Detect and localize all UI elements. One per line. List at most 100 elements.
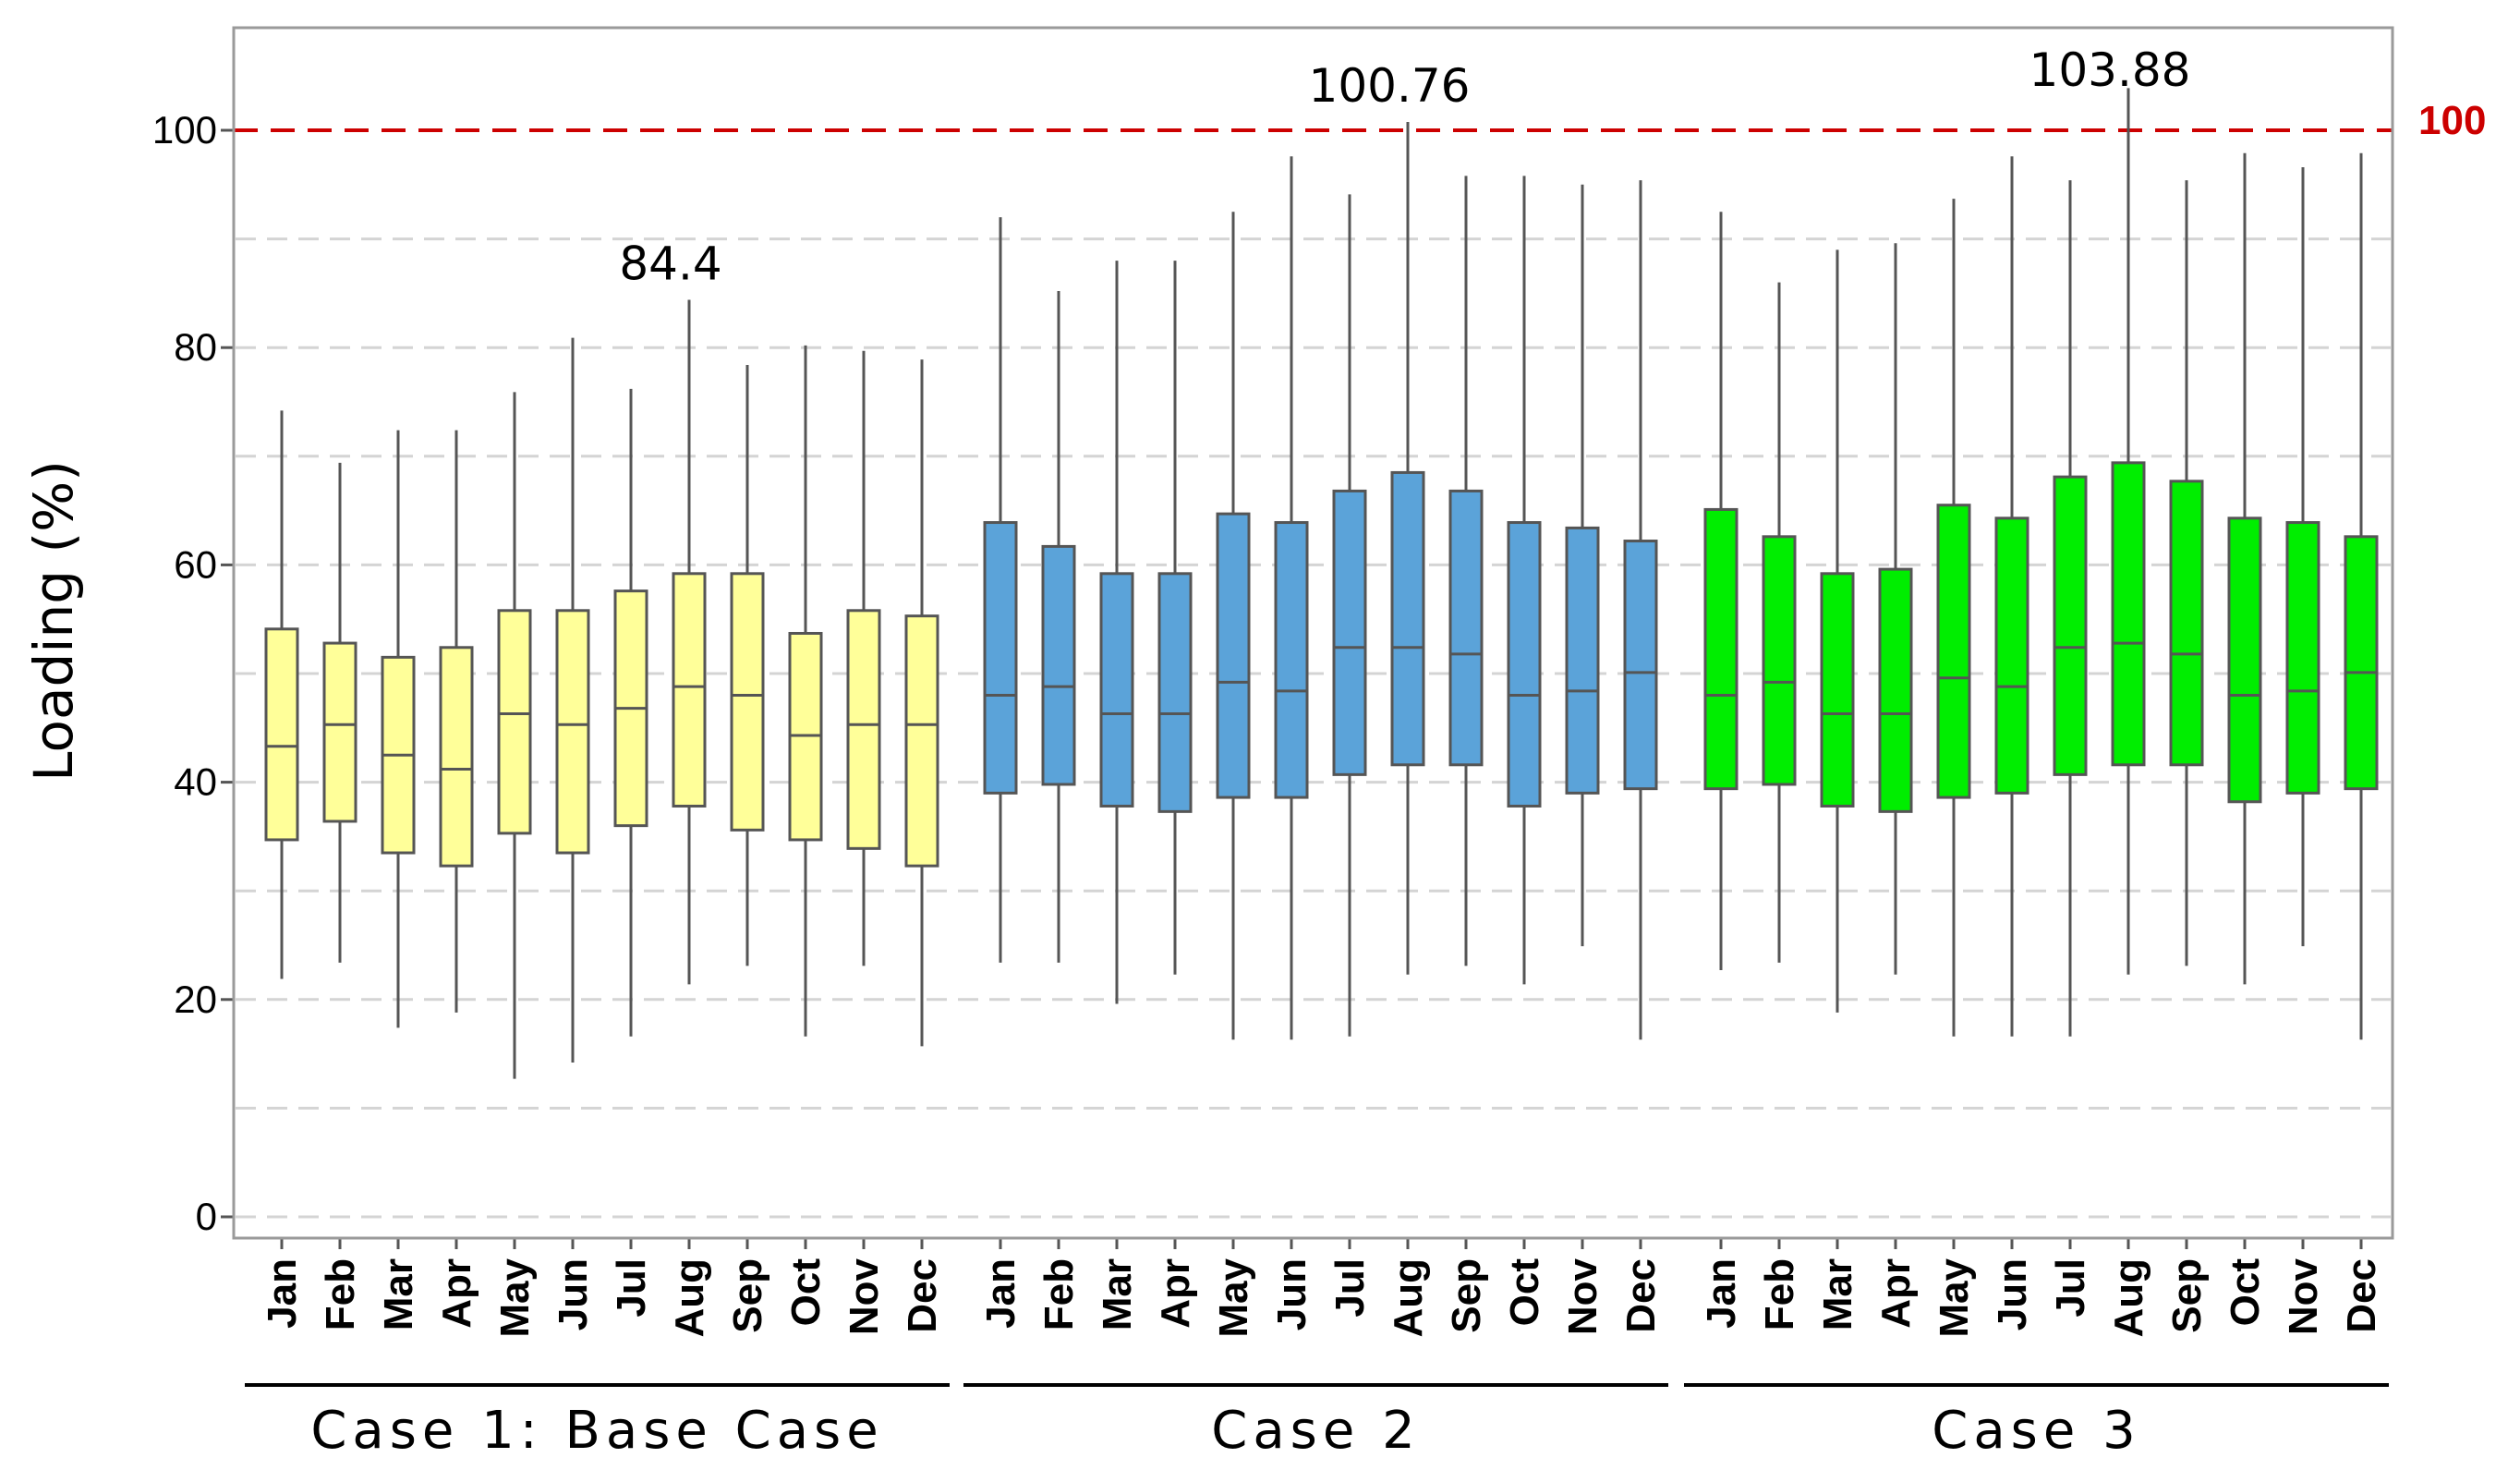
box-dec: [2344, 152, 2379, 1040]
box-iqr: [1157, 572, 1193, 813]
box-may: [1216, 212, 1251, 1040]
box-jun: [555, 337, 590, 1063]
y-tick-label: 20: [174, 978, 217, 1021]
max-annotation: 103.88: [2029, 43, 2191, 97]
box-iqr: [2285, 521, 2320, 795]
x-tick-label: Apr: [1153, 1258, 1198, 1329]
box-iqr: [2227, 516, 2262, 804]
box-iqr: [1762, 535, 1797, 786]
box-jun: [1274, 156, 1309, 1040]
box-iqr: [1390, 470, 1425, 767]
y-tick-label: 100: [152, 108, 217, 152]
box-iqr: [846, 609, 881, 850]
box-iqr: [1820, 572, 1855, 808]
box-mar: [1820, 249, 1855, 1013]
box-iqr: [555, 609, 590, 855]
x-tick-label: Mar: [1815, 1258, 1860, 1330]
box-iqr: [2169, 480, 2204, 767]
box-aug: [2111, 88, 2146, 975]
x-tick-label: Jun: [1990, 1258, 2035, 1330]
x-tick-label: Mar: [1095, 1258, 1140, 1330]
max-annotation: 100.76: [1309, 59, 1471, 113]
x-tick-label: Sep: [1444, 1258, 1489, 1333]
x-tick-label: Jan: [1699, 1258, 1744, 1329]
group-label: Case 1: Base Case: [310, 1401, 883, 1461]
box-sep: [730, 365, 765, 966]
x-tick-label: Apr: [1873, 1258, 1919, 1329]
x-axis-month-labels: Jan Feb Mar Apr May Jun Jul Aug Sep Oct Nov Dec Jan F…: [260, 1238, 2384, 1338]
x-tick-label: Sep: [2164, 1258, 2210, 1333]
x-tick-label: Oct: [1502, 1258, 1547, 1327]
box-iqr: [1994, 516, 2029, 795]
y-tick-label: 40: [174, 760, 217, 804]
box-iqr: [2053, 475, 2088, 776]
reference-line-label: 100: [2418, 98, 2486, 143]
box-mar: [1099, 261, 1134, 1004]
x-tick-label: Aug: [667, 1258, 712, 1338]
box-oct: [788, 345, 823, 1037]
box-dec: [1623, 180, 1658, 1040]
box-iqr: [983, 521, 1018, 795]
box-iqr: [1936, 504, 1971, 799]
box-iqr: [1099, 572, 1134, 808]
box-iqr: [672, 572, 707, 808]
x-tick-label: Jan: [978, 1258, 1024, 1329]
plot-frame: [232, 26, 2394, 1240]
box-series: [264, 88, 2379, 1079]
box-may: [1936, 199, 1971, 1037]
x-tick-label: Aug: [1386, 1258, 1431, 1338]
box-jan: [983, 217, 1018, 963]
box-sep: [2169, 180, 2204, 966]
y-tick-label: 80: [174, 325, 217, 369]
x-tick-label: Jan: [260, 1258, 305, 1329]
reference-line-group: 100: [234, 98, 2486, 143]
annotations: 84.4 100.76 103.88: [619, 43, 2190, 290]
box-iqr: [1623, 540, 1658, 791]
x-tick-label: Dec: [900, 1258, 945, 1333]
max-annotation: 84.4: [619, 237, 721, 290]
x-tick-label: Nov: [2281, 1257, 2326, 1335]
box-group-1: [264, 299, 939, 1079]
box-sep: [1448, 176, 1484, 966]
box-iqr: [439, 646, 474, 868]
group-labels: Case 1: Base Case Case 2 Case 3: [245, 1383, 2389, 1461]
x-tick-label: Jul: [1327, 1258, 1373, 1318]
x-tick-label: Jul: [609, 1258, 654, 1318]
box-iqr: [1448, 489, 1484, 767]
box-iqr: [2344, 535, 2379, 791]
box-apr: [1157, 261, 1193, 975]
box-feb: [1762, 282, 1797, 963]
box-jan: [1703, 212, 1739, 971]
grid-lines: [236, 237, 2391, 1219]
group-label: Case 2: [1211, 1401, 1420, 1461]
box-nov: [2285, 166, 2320, 947]
box-apr: [1878, 243, 1913, 975]
box-iqr: [2111, 461, 2146, 767]
box-iqr: [1274, 521, 1309, 799]
x-tick-label: Nov: [842, 1257, 887, 1335]
box-iqr: [1565, 526, 1600, 795]
x-tick-label: Apr: [434, 1258, 479, 1329]
x-tick-label: Aug: [2106, 1258, 2151, 1338]
box-jul: [613, 388, 648, 1037]
x-tick-label: Feb: [1036, 1258, 1082, 1330]
group-label: Case 3: [1932, 1401, 2140, 1461]
box-iqr: [1507, 521, 1542, 808]
x-tick-label: Sep: [725, 1258, 770, 1333]
y-tick-label: 60: [174, 542, 217, 586]
x-tick-label: Jul: [2048, 1258, 2093, 1318]
box-group-2: [983, 122, 1658, 1040]
x-tick-label: Oct: [783, 1258, 829, 1327]
x-tick-label: May: [1932, 1257, 1977, 1337]
box-iqr: [1703, 507, 1739, 791]
x-tick-label: May: [1211, 1257, 1256, 1337]
y-tick-label: 0: [196, 1195, 217, 1238]
box-jul: [2053, 180, 2088, 1037]
x-tick-label: Mar: [376, 1258, 421, 1330]
box-iqr: [1216, 512, 1251, 799]
box-aug: [1390, 122, 1425, 975]
box-feb: [1041, 291, 1076, 963]
x-tick-label: May: [492, 1257, 538, 1337]
